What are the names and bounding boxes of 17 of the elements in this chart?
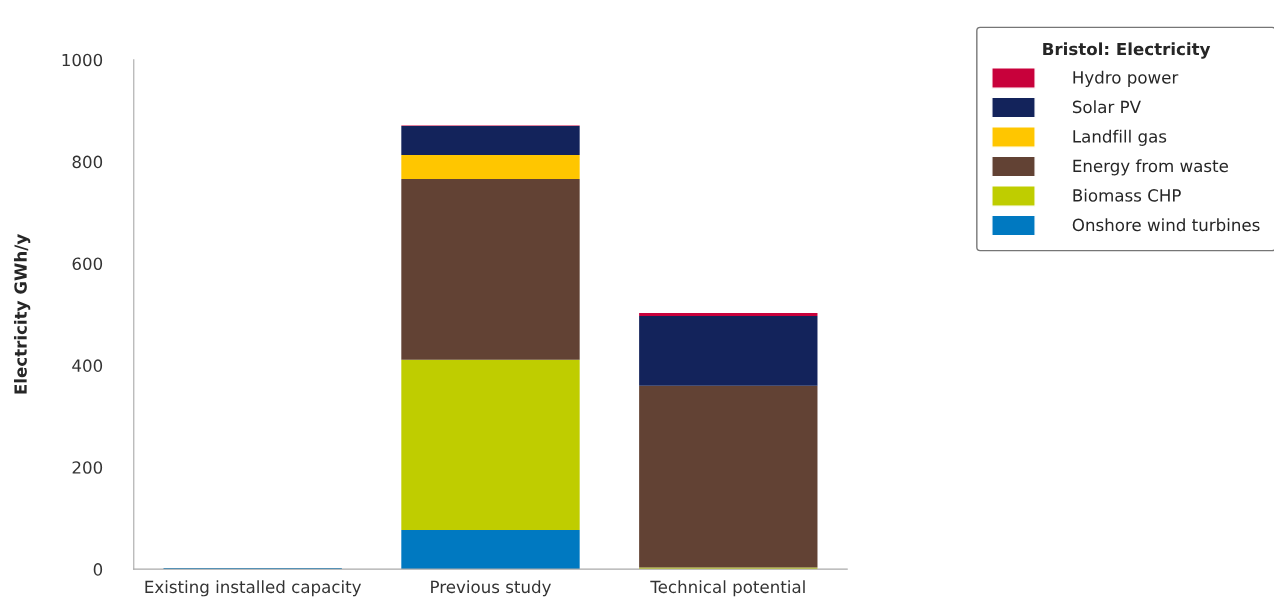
y-tick-label: 400 [72, 359, 103, 372]
legend-label: Hydro power [1073, 70, 1179, 87]
legend-title: Bristol: Electricity [1043, 42, 1211, 59]
legend-label: Biomass CHP [1073, 188, 1181, 202]
x-tick-label: Technical potential [650, 580, 805, 597]
x-tick-label: Previous study [431, 580, 551, 597]
x-tick-label: Existing installed capacity [145, 580, 362, 597]
legend-label: Landfill gas [1073, 129, 1167, 146]
y-tick-label: 1000 [62, 53, 103, 67]
y-tick-label: 800 [72, 155, 103, 169]
y-tick-label: 0 [93, 563, 103, 576]
legend-label: Energy from waste [1073, 159, 1228, 176]
y-axis-title: Electricity GWh/y [13, 234, 31, 394]
legend-label: Solar PV [1072, 100, 1141, 114]
y-tick-label: 600 [72, 257, 103, 271]
y-tick-label: 200 [72, 461, 103, 474]
legend-label: Onshore wind turbines [1072, 218, 1260, 232]
